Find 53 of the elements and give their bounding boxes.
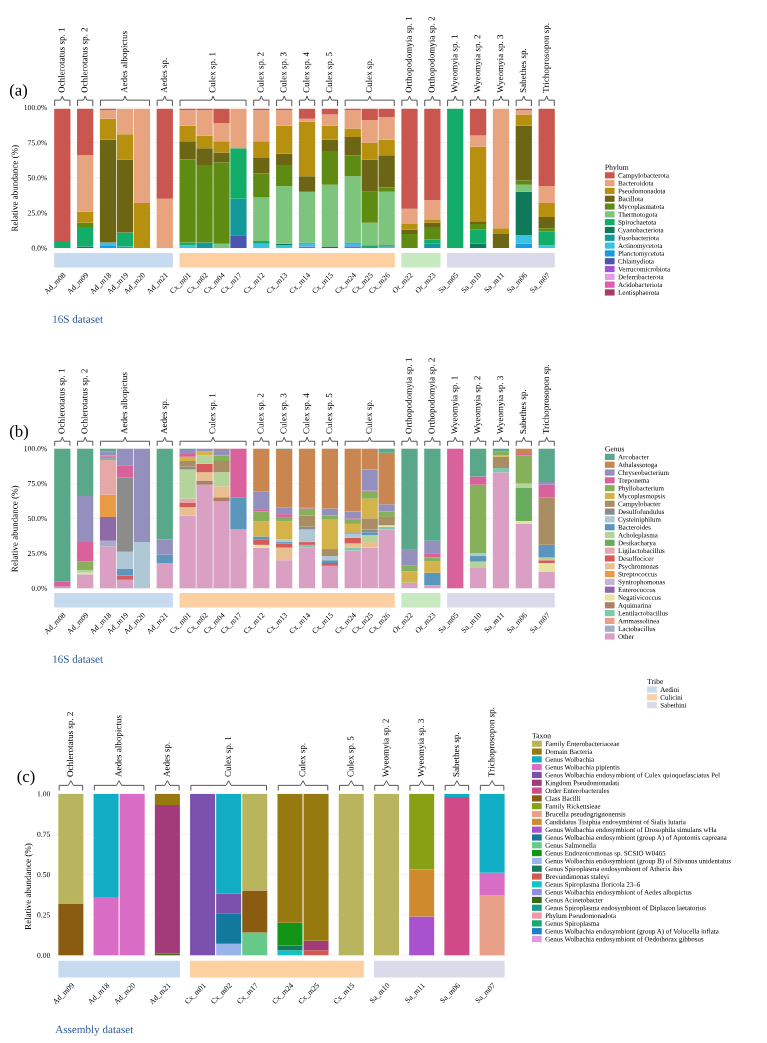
annotation: Culex sp. 3 — [280, 393, 289, 434]
annotation: Wyeomyia sp. 2 — [474, 376, 483, 435]
annotation: Culex sp. 1 — [208, 52, 218, 93]
annotation: Culex sp. 2 — [257, 393, 266, 434]
annotation: Culex sp. 3 — [280, 52, 289, 93]
annotation: Orthopodomyia sp. 2 — [428, 358, 437, 434]
chart-title: (a) — [9, 83, 28, 100]
annotation: Wyeomyia sp. 1 — [451, 376, 460, 435]
annotation: Culex sp. — [365, 400, 374, 434]
annotation: Ochlerotatus sp. 1 — [58, 27, 67, 93]
annotation: Culex sp. 4 — [302, 393, 312, 434]
annotation: Orthopodomyia sp. 1 — [405, 16, 414, 93]
annotation: Aedes sp. — [163, 742, 172, 777]
annotation: Wyeomyia sp. 3 — [417, 718, 426, 778]
y-axis-title: Relative abundance (%) — [24, 843, 33, 930]
annotation: Culex sp. — [298, 743, 308, 777]
annotation: Sabethes sp. — [452, 732, 461, 777]
annotation: Trichoprosopon sp. — [542, 364, 551, 434]
annotation: Culex sp. 1 — [224, 736, 233, 777]
annotation: Wyeomyia sp. 3 — [497, 34, 506, 93]
annotation: Orthopodomyia sp. 2 — [428, 16, 437, 93]
annotation: Aedes albopictus — [120, 31, 130, 93]
annotation: Ochlerotatus sp. 1 — [58, 369, 67, 434]
annotation: Culex sp. — [365, 59, 374, 93]
chart-title: (b) — [9, 425, 28, 441]
chart-title: (c) — [17, 770, 35, 786]
annotation: Sabethes sp. — [519, 390, 528, 434]
annotation: Wyeomyia sp. 2 — [382, 719, 391, 778]
text: Assembly dataset — [55, 1025, 134, 1036]
annotation: Trichoprosopon sp. — [542, 23, 551, 93]
annotation: Culex sp. 2 — [257, 52, 266, 93]
text: 16S dataset — [53, 315, 104, 323]
text: 16S dataset — [53, 655, 104, 663]
y-axis-title: Relative abundance (%) — [11, 485, 20, 572]
annotation: Wyeomyia sp. 1 — [451, 35, 460, 93]
annotation: Culex sp. 5 — [347, 736, 356, 777]
annotation: Wyeomyia sp. 3 — [497, 376, 506, 435]
annotation: Orthopodomyia sp. 1 — [405, 358, 414, 434]
annotation: Ochlerotatus sp. 2 — [66, 712, 75, 777]
annotation: Aedes sp. — [160, 399, 169, 434]
annotation: Aedes albopictus — [115, 715, 124, 777]
annotation: Sabethes sp. — [519, 48, 528, 93]
annotation: Aedes sp. — [160, 58, 169, 93]
annotation: Ochlerotatus sp. 2 — [81, 369, 90, 434]
annotation: Culex sp. 1 — [208, 393, 218, 434]
annotation: Trichoprosopon sp. — [488, 707, 497, 777]
annotation: Culex sp. 4 — [302, 52, 312, 93]
annotation: Culex sp. 5 — [325, 52, 334, 93]
annotation: Culex sp. 5 — [325, 393, 334, 434]
annotation: Ochlerotatus sp. 2 — [81, 27, 90, 93]
annotation: Aedes albopictus — [120, 372, 130, 434]
annotation: Wyeomyia sp. 2 — [474, 35, 483, 93]
y-axis-title: Relative abundance (%) — [11, 145, 20, 232]
